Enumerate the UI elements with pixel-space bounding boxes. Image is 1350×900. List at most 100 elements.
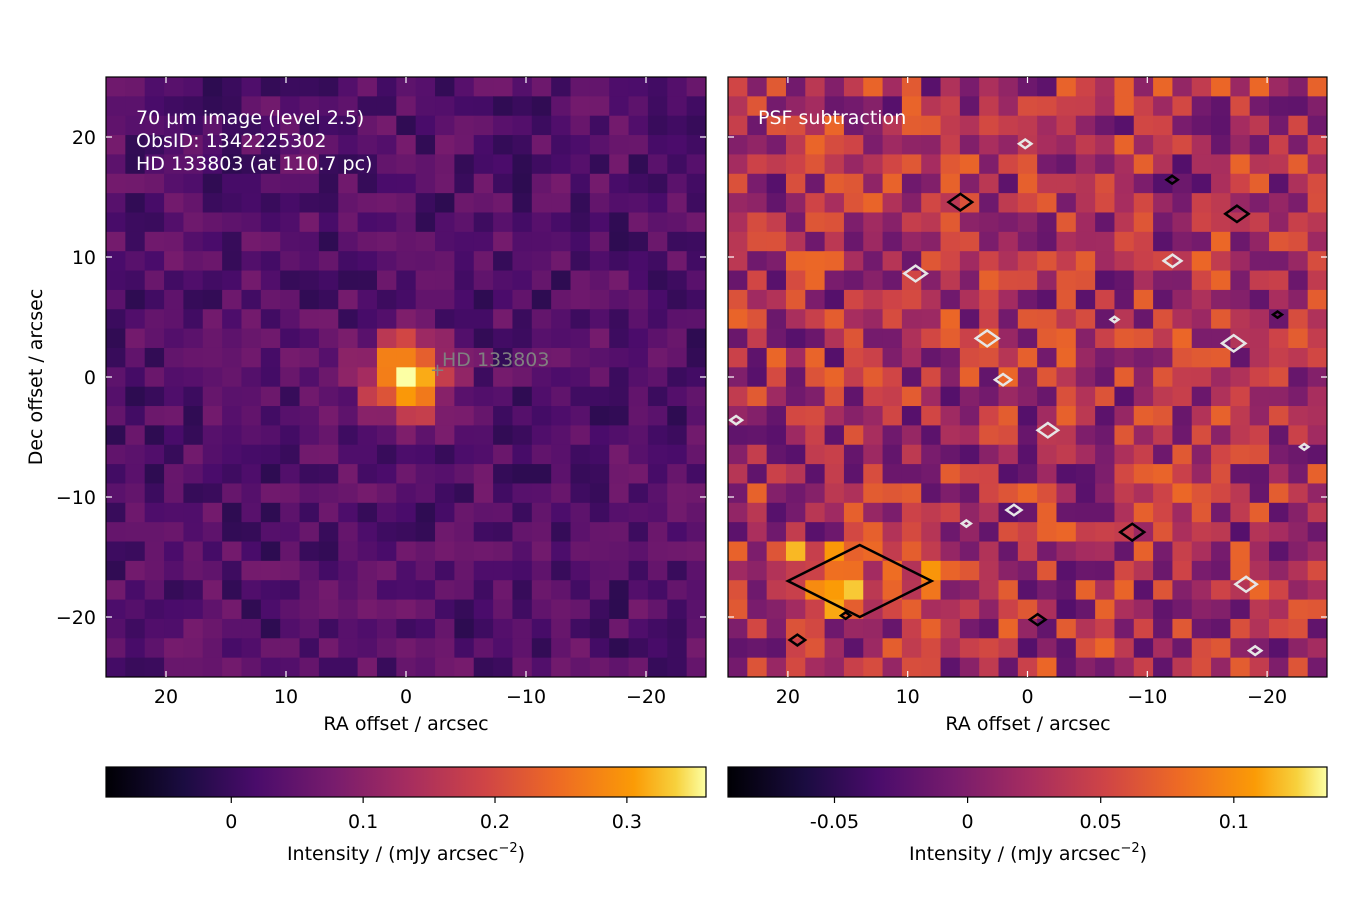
- heatmap-pixel: [589, 173, 610, 194]
- heatmap-pixel: [531, 96, 552, 117]
- heatmap-pixel: [396, 464, 417, 485]
- heatmap-pixel: [979, 618, 1000, 639]
- heatmap-pixel: [125, 599, 146, 620]
- heatmap-pixel: [318, 212, 339, 233]
- heatmap-pixel: [435, 386, 455, 407]
- heatmap-pixel: [628, 367, 649, 388]
- heatmap-pixel: [1307, 96, 1327, 117]
- heatmap-pixel: [647, 270, 668, 291]
- heatmap-pixel: [1095, 251, 1116, 272]
- heatmap-pixel: [1133, 560, 1154, 581]
- heatmap-pixel: [785, 251, 806, 272]
- heatmap-pixel: [1075, 618, 1096, 639]
- heatmap-pixel: [1114, 425, 1135, 446]
- heatmap-pixel: [1017, 657, 1038, 677]
- heatmap-pixel: [318, 599, 339, 620]
- heatmap-pixel: [1172, 96, 1193, 117]
- heatmap-pixel: [1288, 483, 1309, 504]
- heatmap-pixel: [164, 96, 185, 117]
- heatmap-pixel: [144, 309, 165, 330]
- heatmap-pixel: [1172, 406, 1193, 426]
- heatmap-pixel: [863, 386, 884, 407]
- heatmap-pixel: [805, 522, 826, 543]
- heatmap-pixel: [940, 289, 961, 310]
- heatmap-pixel: [882, 657, 903, 677]
- heatmap-pixel: [882, 328, 903, 349]
- heatmap-pixel: [824, 77, 845, 97]
- heatmap-pixel: [1017, 502, 1038, 523]
- heatmap-pixel: [260, 599, 281, 620]
- heatmap-pixel: [728, 444, 748, 465]
- heatmap-pixel: [222, 231, 243, 252]
- heatmap-pixel: [1133, 425, 1154, 446]
- heatmap-pixel: [728, 212, 748, 233]
- heatmap-pixel: [125, 115, 146, 136]
- heatmap-pixel: [785, 367, 806, 388]
- heatmap-pixel: [647, 464, 668, 485]
- heatmap-pixel: [551, 580, 572, 601]
- heatmap-pixel: [609, 464, 630, 485]
- heatmap-pixel: [551, 173, 572, 194]
- heatmap-pixel: [766, 580, 787, 601]
- heatmap-pixel: [1191, 328, 1212, 349]
- heatmap-pixel: [1095, 483, 1116, 504]
- heatmap-pixel: [454, 193, 475, 214]
- heatmap-pixel: [686, 96, 706, 117]
- heatmap-pixel: [805, 657, 826, 677]
- heatmap-pixel: [785, 289, 806, 310]
- heatmap-pixel: [1056, 580, 1077, 601]
- heatmap-pixel: [299, 193, 320, 214]
- heatmap-pixel: [959, 406, 980, 426]
- heatmap-pixel: [921, 406, 942, 426]
- heatmap-pixel: [376, 638, 397, 659]
- heatmap-pixel: [1249, 309, 1270, 330]
- heatmap-pixel: [1133, 464, 1154, 485]
- heatmap-pixel: [551, 193, 572, 214]
- heatmap-pixel: [1269, 367, 1289, 388]
- heatmap-pixel: [125, 154, 146, 175]
- heatmap-pixel: [125, 173, 146, 194]
- heatmap-pixel: [1230, 638, 1251, 659]
- heatmap-pixel: [1153, 115, 1174, 136]
- heatmap-pixel: [1288, 231, 1309, 252]
- heatmap-pixel: [551, 522, 572, 543]
- heatmap-pixel: [376, 270, 397, 291]
- heatmap-pixel: [106, 328, 126, 349]
- heatmap-pixel: [318, 560, 339, 581]
- heatmap-pixel: [1153, 77, 1174, 97]
- heatmap-pixel: [396, 115, 417, 136]
- heatmap-pixel: [628, 464, 649, 485]
- heatmap-pixel: [260, 77, 281, 97]
- heatmap-pixel: [1307, 560, 1327, 581]
- heatmap-pixel: [357, 347, 378, 368]
- heatmap-pixel: [824, 289, 845, 310]
- heatmap-pixel: [882, 541, 903, 562]
- heatmap-pixel: [1153, 541, 1174, 562]
- contour-line: [1108, 315, 1121, 324]
- heatmap-pixel: [531, 638, 552, 659]
- y-tick-label: −20: [56, 607, 96, 629]
- heatmap-pixel: [1133, 386, 1154, 407]
- heatmap-pixel: [1211, 599, 1231, 620]
- heatmap-pixel: [1288, 115, 1309, 136]
- heatmap-pixel: [435, 231, 455, 252]
- heatmap-pixel: [747, 580, 768, 601]
- left-annotation-line-1: 70 µm image (level 2.5): [136, 107, 364, 129]
- heatmap-pixel: [1037, 367, 1058, 388]
- heatmap-pixel: [260, 173, 281, 194]
- heatmap-pixel: [260, 367, 281, 388]
- heatmap-pixel: [1056, 115, 1077, 136]
- heatmap-pixel: [241, 270, 262, 291]
- heatmap-pixel: [843, 173, 864, 194]
- heatmap-pixel: [531, 464, 552, 485]
- heatmap-pixel: [747, 560, 768, 581]
- heatmap-pixel: [1211, 502, 1231, 523]
- heatmap-pixel: [959, 599, 980, 620]
- heatmap-pixel: [144, 599, 165, 620]
- heatmap-pixel: [747, 541, 768, 562]
- heatmap-pixel: [589, 96, 610, 117]
- heatmap-pixel: [1153, 483, 1174, 504]
- heatmap-pixel: [318, 444, 339, 465]
- heatmap-pixel: [766, 96, 787, 117]
- heatmap-pixel: [144, 522, 165, 543]
